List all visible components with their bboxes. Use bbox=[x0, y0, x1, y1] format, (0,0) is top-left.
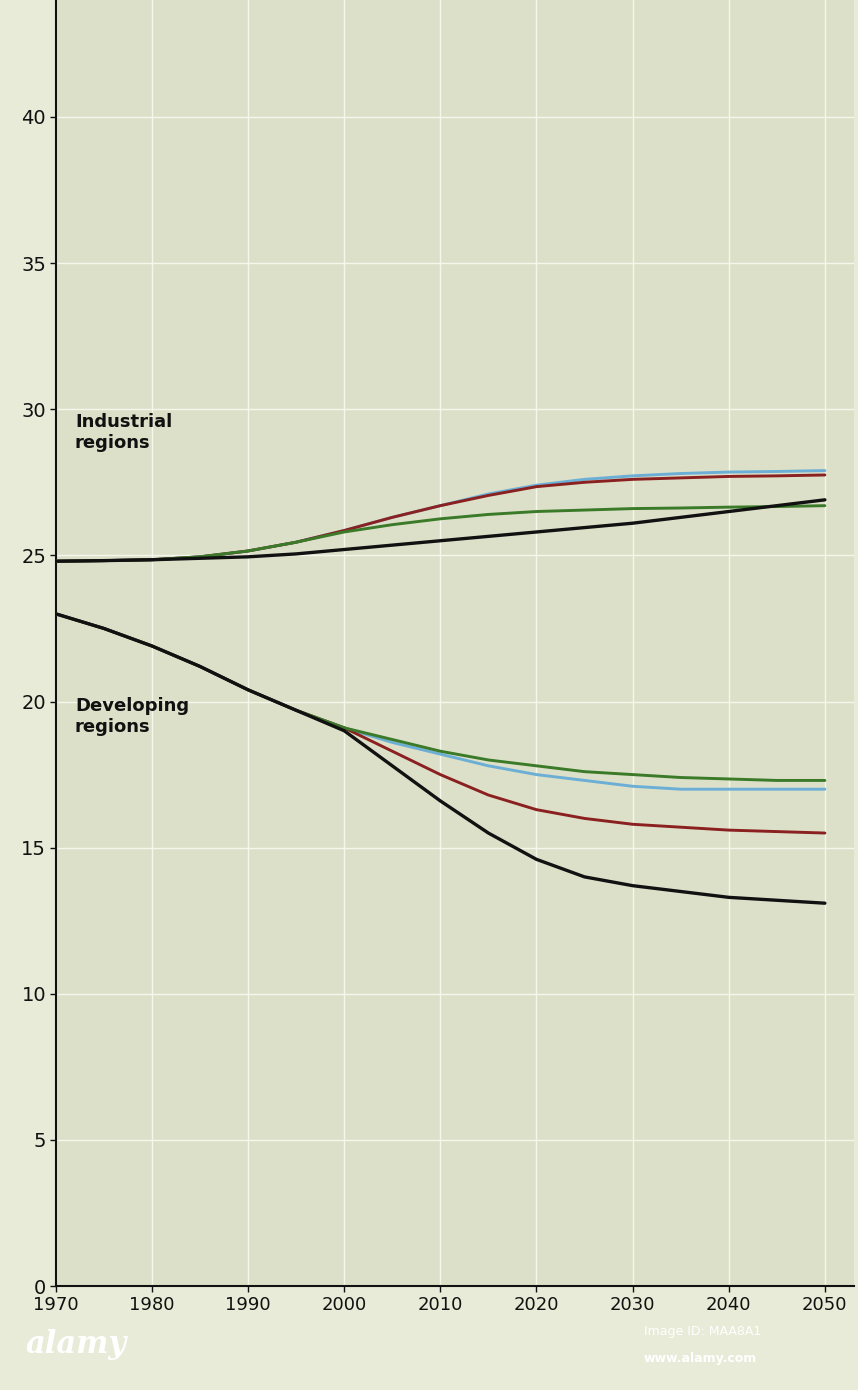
Text: Image ID: MAA8A1: Image ID: MAA8A1 bbox=[644, 1325, 761, 1339]
Text: www.alamy.com: www.alamy.com bbox=[644, 1352, 757, 1365]
Text: alamy: alamy bbox=[26, 1329, 127, 1361]
Text: Industrial
regions: Industrial regions bbox=[75, 413, 172, 452]
Text: Developing
regions: Developing regions bbox=[75, 696, 189, 735]
